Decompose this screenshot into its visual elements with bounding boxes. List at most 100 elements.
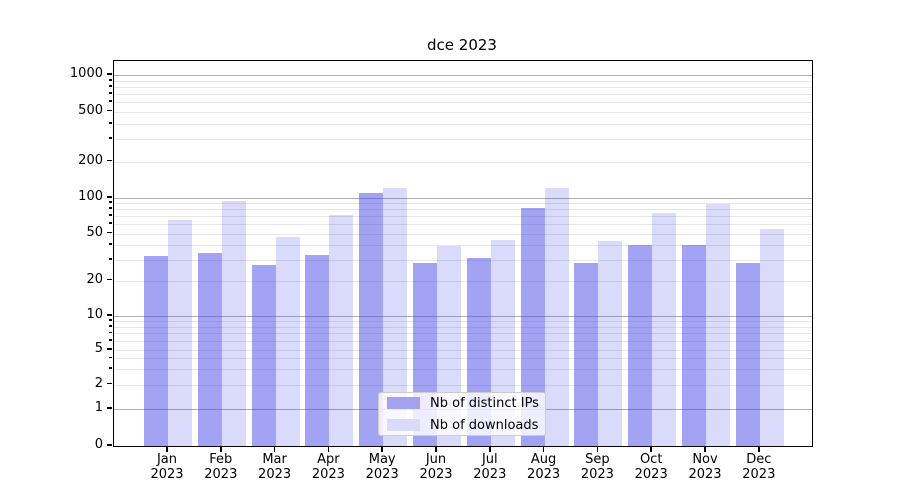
x-tick-label-oct: Oct 2023 (619, 452, 683, 482)
y-tick-label: 1000 (69, 66, 103, 82)
y-tick-mark-minor (108, 339, 112, 341)
y-tick-mark (106, 278, 112, 281)
legend: Nb of distinct IPs Nb of downloads (378, 392, 546, 436)
gridline-major (114, 197, 812, 199)
y-tick-mark-minor (108, 85, 112, 87)
y-tick-label: 0 (94, 437, 103, 452)
y-tick-mark-minor (108, 257, 112, 260)
y-tick-mark-minor (108, 201, 112, 204)
x-tick-mark (704, 446, 706, 452)
y-tick-mark-minor (108, 214, 112, 217)
x-tick-mark (327, 446, 330, 452)
gridline-minor (114, 80, 812, 82)
y-tick-label: 200 (78, 152, 103, 168)
gridline-major (114, 316, 812, 317)
gridline-minor (114, 326, 812, 328)
bar-distinct-ips-mar (251, 265, 276, 446)
legend-swatch-downloads (387, 419, 420, 431)
x-tick-mark (757, 446, 760, 452)
bar-distinct-ips-apr (305, 254, 330, 446)
bar-distinct-ips-dec (735, 263, 760, 446)
legend-swatch-distinct-ips (387, 397, 420, 409)
gridline-minor (114, 259, 812, 261)
x-tick-year: 2023 (258, 467, 292, 482)
gridline-minor (114, 111, 812, 113)
x-tick-label-may: May 2023 (350, 452, 414, 482)
bar-downloads-jan (168, 219, 192, 446)
x-tick-year: 2023 (527, 467, 561, 482)
x-tick-year: 2023 (204, 467, 238, 482)
x-tick-month: Dec (746, 452, 772, 467)
y-tick-mark-minor (108, 100, 112, 102)
gridline-minor (114, 203, 812, 205)
y-tick-mark (106, 407, 112, 409)
y-tick-label: 1 (94, 400, 103, 415)
x-tick-month: May (368, 452, 396, 467)
x-tick-mark (488, 446, 491, 452)
gridline-minor (114, 341, 812, 343)
bar-downloads-mar (275, 236, 300, 446)
y-tick-mark-minor (108, 222, 112, 224)
x-tick-month: Jan (156, 452, 178, 467)
bar-downloads-aug (544, 187, 569, 446)
y-tick-mark-minor (108, 367, 112, 370)
x-tick-mark (596, 446, 599, 452)
gridline-minor (114, 224, 812, 226)
x-tick-month: Jun (425, 452, 447, 467)
bar-downloads-nov (706, 204, 730, 446)
bar-downloads-feb (221, 200, 246, 446)
legend-label-distinct-ips: Nb of distinct IPs (430, 395, 539, 411)
bar-distinct-ips-jan (144, 256, 168, 446)
x-tick-month: Oct (639, 452, 663, 467)
legend-item-distinct-ips: Nb of distinct IPs (387, 395, 539, 411)
gridline-minor (114, 101, 812, 103)
gridline-minor (114, 280, 812, 282)
legend-item-downloads: Nb of downloads (387, 417, 539, 433)
y-tick-mark (106, 195, 112, 198)
y-tick-label: 50 (86, 224, 103, 240)
y-tick-mark (106, 382, 112, 385)
gridline-minor (114, 139, 812, 141)
x-tick-label-jan: Jan 2023 (135, 452, 199, 482)
bar-distinct-ips-nov (682, 244, 706, 446)
gridline-minor (114, 358, 812, 360)
x-tick-year: 2023 (634, 467, 668, 482)
y-tick-label: 20 (86, 271, 103, 287)
x-tick-month: Jul (481, 452, 498, 467)
x-tick-month: Aug (530, 452, 557, 467)
gridline-minor (114, 86, 812, 88)
y-tick-label: 2 (94, 375, 103, 391)
legend-label-downloads: Nb of downloads (430, 417, 539, 433)
x-tick-mark (219, 446, 222, 452)
gridline-minor (114, 384, 812, 386)
x-tick-month: Feb (209, 452, 233, 467)
bar-downloads-dec (759, 228, 784, 446)
gridline-minor (114, 161, 812, 163)
y-tick-mark-minor (108, 92, 112, 94)
y-tick-mark-minor (108, 356, 112, 359)
x-tick-mark (435, 446, 437, 452)
x-tick-year: 2023 (742, 467, 776, 482)
y-tick-mark-minor (108, 121, 112, 124)
y-tick-mark-minor (108, 243, 112, 245)
gridline-minor (114, 321, 812, 323)
gridline-minor (114, 333, 812, 335)
x-tick-label-nov: Nov 2023 (673, 452, 737, 482)
y-tick-label: 10 (86, 307, 103, 322)
gridline-major (114, 75, 812, 77)
bar-distinct-ips-oct (628, 244, 653, 446)
y-tick-mark (106, 348, 112, 350)
plot-area (113, 60, 813, 447)
y-tick-label: 5 (94, 341, 103, 356)
x-tick-mark (381, 446, 384, 452)
x-tick-mark (650, 446, 653, 452)
x-tick-label-jul: Jul 2023 (458, 452, 522, 482)
y-tick-mark (106, 444, 112, 446)
y-tick-mark-minor (108, 331, 112, 334)
x-tick-label-feb: Feb 2023 (189, 452, 253, 482)
x-tick-label-dec: Dec 2023 (727, 452, 791, 482)
x-tick-month: Mar (262, 452, 287, 467)
x-tick-year: 2023 (150, 467, 184, 482)
chart-title: dce 2023 (427, 36, 497, 54)
x-tick-month: Sep (585, 452, 610, 467)
